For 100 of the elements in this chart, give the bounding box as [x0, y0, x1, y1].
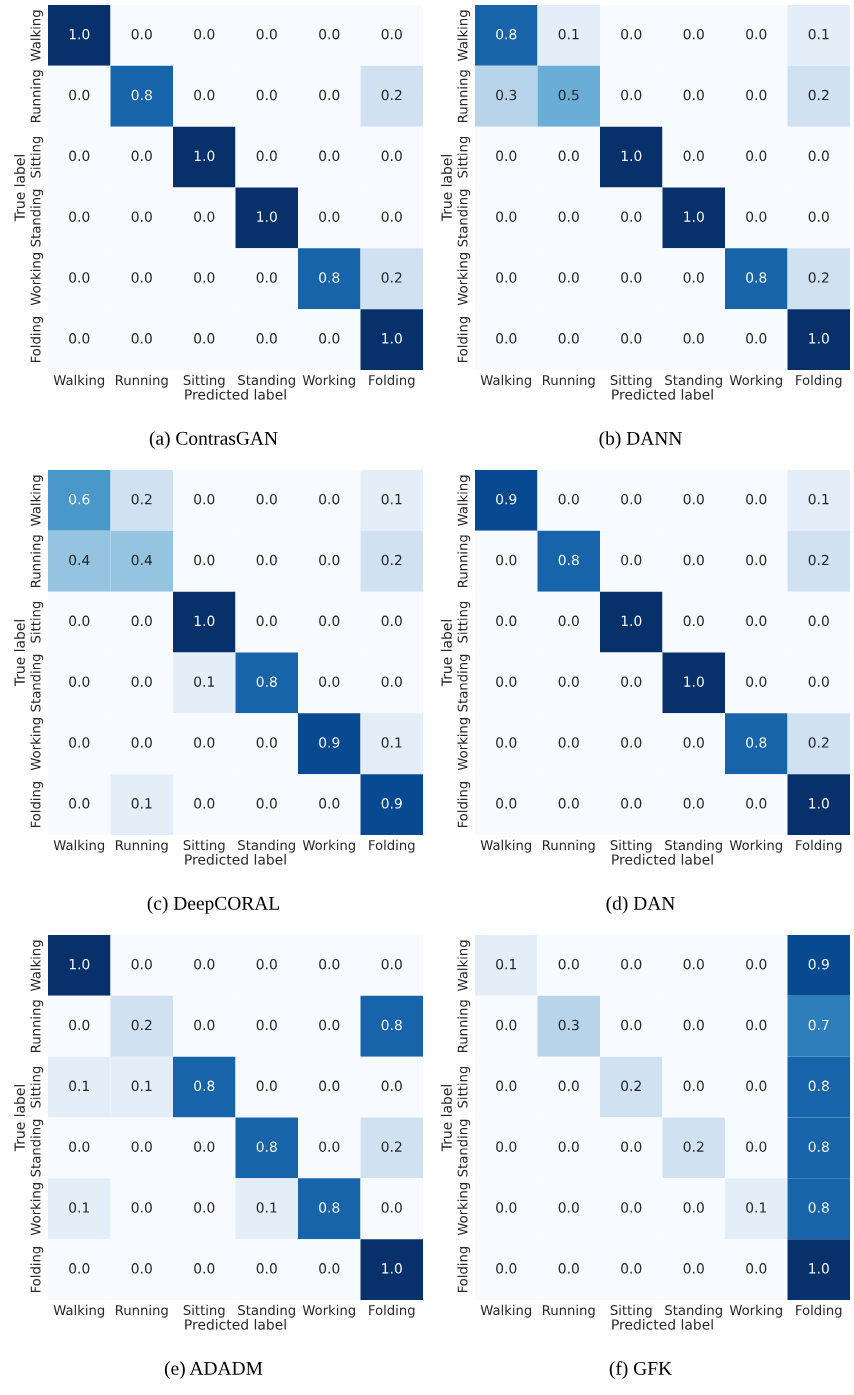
data-label: 0.0	[131, 150, 152, 162]
x-axis-title: Predicted label	[185, 1319, 286, 1330]
data-label: 0.9	[381, 798, 402, 809]
y-axis-title: True label	[441, 620, 452, 687]
data-label: 0.0	[69, 211, 90, 222]
y-tick-label: Working	[457, 718, 471, 771]
data-label: 0.0	[683, 272, 704, 283]
data-label: 0.0	[558, 798, 579, 809]
data-label: 0.0	[69, 272, 90, 283]
x-tick-label: Sitting	[610, 1304, 652, 1318]
data-label: 0.0	[558, 150, 579, 162]
x-tick-label: Sitting	[610, 374, 652, 388]
data-label: 1.0	[69, 958, 90, 970]
data-label: 0.8	[256, 676, 277, 687]
data-label: 0.0	[558, 958, 579, 970]
data-label: 1.0	[382, 333, 402, 344]
data-label: 0.0	[256, 615, 277, 627]
data-label: 0.8	[256, 1141, 277, 1152]
data-label: 0.0	[256, 798, 277, 809]
data-label: 0.0	[319, 333, 340, 344]
y-tick-label: Working	[457, 1183, 471, 1236]
data-label: 0.0	[808, 676, 829, 687]
y-axis-title: True label	[441, 1085, 452, 1152]
x-tick-label: Working	[302, 839, 355, 853]
data-label: 0.0	[683, 958, 704, 970]
data-label: 0.0	[256, 28, 277, 40]
data-label: 0.0	[69, 615, 90, 627]
data-label: 0.0	[808, 150, 829, 162]
x-tick-label: Walking	[53, 839, 105, 853]
data-label: 0.0	[319, 493, 340, 505]
data-label: 0.0	[558, 615, 579, 627]
data-label: 0.1	[131, 1080, 152, 1092]
y-tick-label: Working	[457, 253, 471, 306]
x-tick-label: Sitting	[183, 1304, 225, 1318]
data-label: 0.9	[808, 958, 829, 970]
text: (a) ContrasGAN	[149, 431, 278, 449]
y-tick-label: Walking	[457, 940, 471, 991]
data-label: 0.0	[621, 1141, 642, 1152]
data-label: 0.8	[131, 89, 152, 101]
x-tick-label: Standing	[665, 1304, 722, 1318]
data-label: 0.0	[558, 333, 579, 344]
x-axis-title: Predicted label	[185, 854, 286, 865]
data-label: 0.0	[319, 28, 340, 40]
data-label: 0.0	[381, 676, 402, 687]
y-tick-label: Running	[457, 1000, 471, 1052]
data-label: 0.0	[256, 150, 277, 162]
x-tick-label: Sitting	[183, 839, 225, 853]
y-tick-label: Running	[457, 535, 471, 587]
data-label: 1.0	[194, 615, 215, 627]
data-label: 0.0	[496, 737, 517, 748]
data-label: 0.0	[808, 211, 829, 222]
data-label: 0.0	[683, 1202, 704, 1213]
x-tick-label: Folding	[796, 374, 842, 388]
data-label: 0.2	[808, 737, 829, 748]
data-label: 0.2	[808, 89, 829, 101]
data-label: 0.0	[496, 615, 517, 627]
data-label: 0.0	[621, 798, 642, 809]
data-label: 0.0	[683, 28, 704, 40]
data-label: 0.0	[131, 211, 152, 222]
data-label: 0.8	[558, 554, 579, 566]
data-label: 0.0	[194, 958, 215, 970]
y-tick-label: Sitting	[457, 136, 471, 178]
data-label: 0.0	[319, 798, 340, 809]
data-label: 0.0	[131, 333, 152, 344]
data-label: 1.0	[194, 150, 215, 162]
y-tick-label: Standing	[457, 189, 471, 247]
data-label: 0.8	[808, 1080, 829, 1092]
x-tick-label: Walking	[480, 1304, 532, 1318]
data-label: 0.2	[808, 272, 829, 283]
y-tick-label: Standing	[457, 1119, 471, 1177]
data-label: 0.0	[194, 798, 215, 809]
data-label: 0.0	[256, 737, 277, 748]
x-tick-label: Folding	[369, 1304, 415, 1318]
x-tick-label: Sitting	[183, 374, 225, 388]
x-tick-label: Working	[302, 374, 355, 388]
data-label: 0.0	[256, 333, 277, 344]
data-label: 0.0	[69, 150, 90, 162]
data-label: 0.0	[69, 1263, 90, 1274]
data-label: 0.0	[683, 1019, 704, 1031]
y-tick-label: Sitting	[457, 1066, 471, 1108]
data-label: 0.0	[558, 737, 579, 748]
data-label: 0.0	[256, 1019, 277, 1031]
y-tick-label: Walking	[30, 475, 44, 526]
data-label: 0.0	[69, 798, 90, 809]
data-label: 1.0	[621, 150, 642, 162]
data-label: 0.0	[496, 554, 517, 566]
data-label: 0.0	[69, 1141, 90, 1152]
data-label: 0.0	[194, 1263, 215, 1274]
data-label: 0.0	[194, 493, 215, 505]
data-label: 0.0	[131, 1263, 152, 1274]
data-label: 0.8	[194, 1080, 215, 1092]
data-label: 0.0	[194, 272, 215, 283]
data-label: 0.5	[558, 89, 579, 101]
data-label: 0.0	[496, 272, 517, 283]
data-label: 0.0	[746, 554, 767, 566]
data-label: 0.0	[194, 554, 215, 566]
data-label: 0.0	[558, 676, 579, 687]
data-label: 0.0	[683, 333, 704, 344]
data-label: 0.0	[558, 272, 579, 283]
data-label: 0.0	[319, 1019, 340, 1031]
